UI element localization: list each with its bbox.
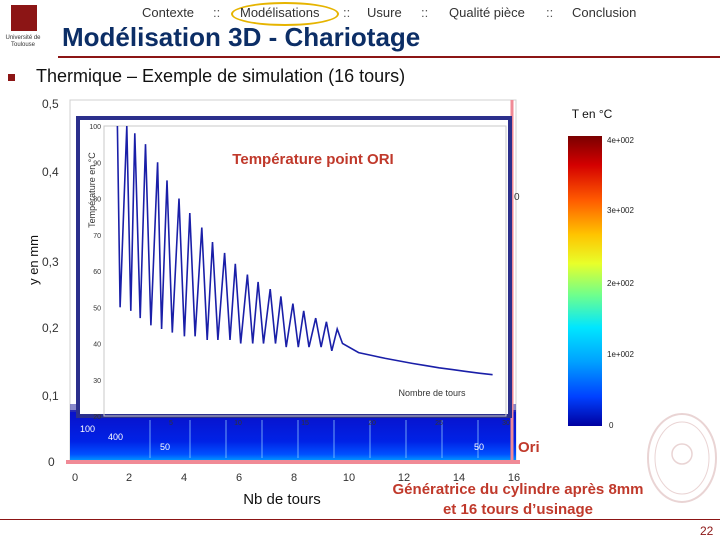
inset-frame [76,116,512,418]
color-scale-label: 2e+002 [607,279,634,288]
outer-x-tick: 10 [343,472,355,484]
color-scale-label: 4e+002 [607,136,634,145]
page-number: 22 [700,524,714,538]
title-underline [58,56,720,58]
nav-separator: :: [421,5,429,20]
outer-y-tick: 0,3 [42,255,59,269]
outer-y-tick: 0,1 [42,389,59,403]
inset-y-tick: 100 [89,124,101,131]
outer-x-tick: 0 [72,472,78,484]
contour-label: 50 [160,442,170,452]
outer-x-tick: 14 [453,472,465,484]
inset-y-tick: 60 [93,269,101,276]
contour-label: 50 [474,442,484,452]
university-seal-icon [647,413,717,503]
inset-plot-area [103,125,507,417]
logo-emblem-icon [11,5,37,31]
nav-contexte[interactable]: Contexte [142,5,195,20]
nav-conclusion[interactable]: Conclusion [572,5,637,20]
outer-x-tick: 4 [181,472,187,484]
inset-chart: Température point ORI Température en °C … [76,116,512,427]
outer-x-tick: 2 [126,472,132,484]
inset-y-tick: 30 [93,378,101,385]
outer-x-tick: 12 [398,472,410,484]
outer-y-tick: 0,5 [42,97,59,111]
nav-qualite-piece[interactable]: Qualité pièce [449,5,525,20]
color-scale-label: 3e+002 [607,206,634,215]
outer-x-tick: 16 [508,472,520,484]
outer-x-tick: 6 [236,472,242,484]
color-scale-bar [568,136,602,426]
temperature-field-band [70,410,516,462]
slide-subtitle: Thermique – Exemple de simulation (16 to… [36,66,406,86]
contour-label: 400 [108,432,123,442]
nav-separator: :: [546,5,554,20]
color-scale-label: 0 [609,421,614,430]
inset-x-tick: 25 [435,420,443,427]
inset-y-tick: 90 [93,160,101,167]
color-scale-label: 1e+002 [607,350,634,359]
color-scale-panel: T en °C 4e+002 3e+002 2e+002 1e+002 0 [546,96,642,434]
figure-caption-line2: et 16 tours d’usinage [443,501,593,518]
inset-y-tick: 80 [93,197,101,204]
inset-y-tick: 50 [93,305,101,312]
bullet-icon [8,74,15,81]
field-streaks [149,420,479,458]
outer-x-tick: 8 [291,472,297,484]
contour-label: 100 [80,424,95,434]
inset-x-axis-label: Nombre de tours [398,388,466,398]
temperature-series-line [116,125,493,376]
outer-x-axis-label: Nb de tours [243,491,321,508]
outer-y-tick: 0,2 [42,321,59,335]
footer-line [0,519,720,520]
slide-title: Modélisation 3D - Chariotage [62,22,421,52]
nav-usure[interactable]: Usure [367,5,402,20]
logo-text: Université de Toulouse [5,35,41,48]
university-logo: Université de Toulouse [3,3,43,55]
nav-separator: :: [213,5,221,20]
inset-y-tick: 40 [93,342,101,349]
inset-x-tick: 10 [234,420,242,427]
nav-modelisations[interactable]: Modélisations [240,5,320,20]
active-nav-highlight [231,2,339,26]
outer-y-tick: 0,4 [42,165,59,179]
ori-point-label: Ori [518,439,540,456]
inset-y-axis-label: Température en °C [87,152,97,228]
edge-label: 0 [514,192,520,203]
inset-x-tick: 15 [301,420,309,427]
inset-x-tick: 30 [502,420,510,427]
figure-caption-line1: Génératrice du cylindre après 8mm [393,481,644,498]
color-scale-title: T en °C [572,107,613,121]
inset-y-tick: 20 [93,414,101,421]
inset-y-tick: 70 [93,233,101,240]
inset-title: Température point ORI [232,151,393,168]
nav-separator: :: [343,5,351,20]
outer-y-tick: 0 [48,455,55,469]
inset-x-tick: 20 [368,420,376,427]
inset-x-tick: 5 [169,420,173,427]
outer-y-axis-label: y en mm [26,235,41,285]
